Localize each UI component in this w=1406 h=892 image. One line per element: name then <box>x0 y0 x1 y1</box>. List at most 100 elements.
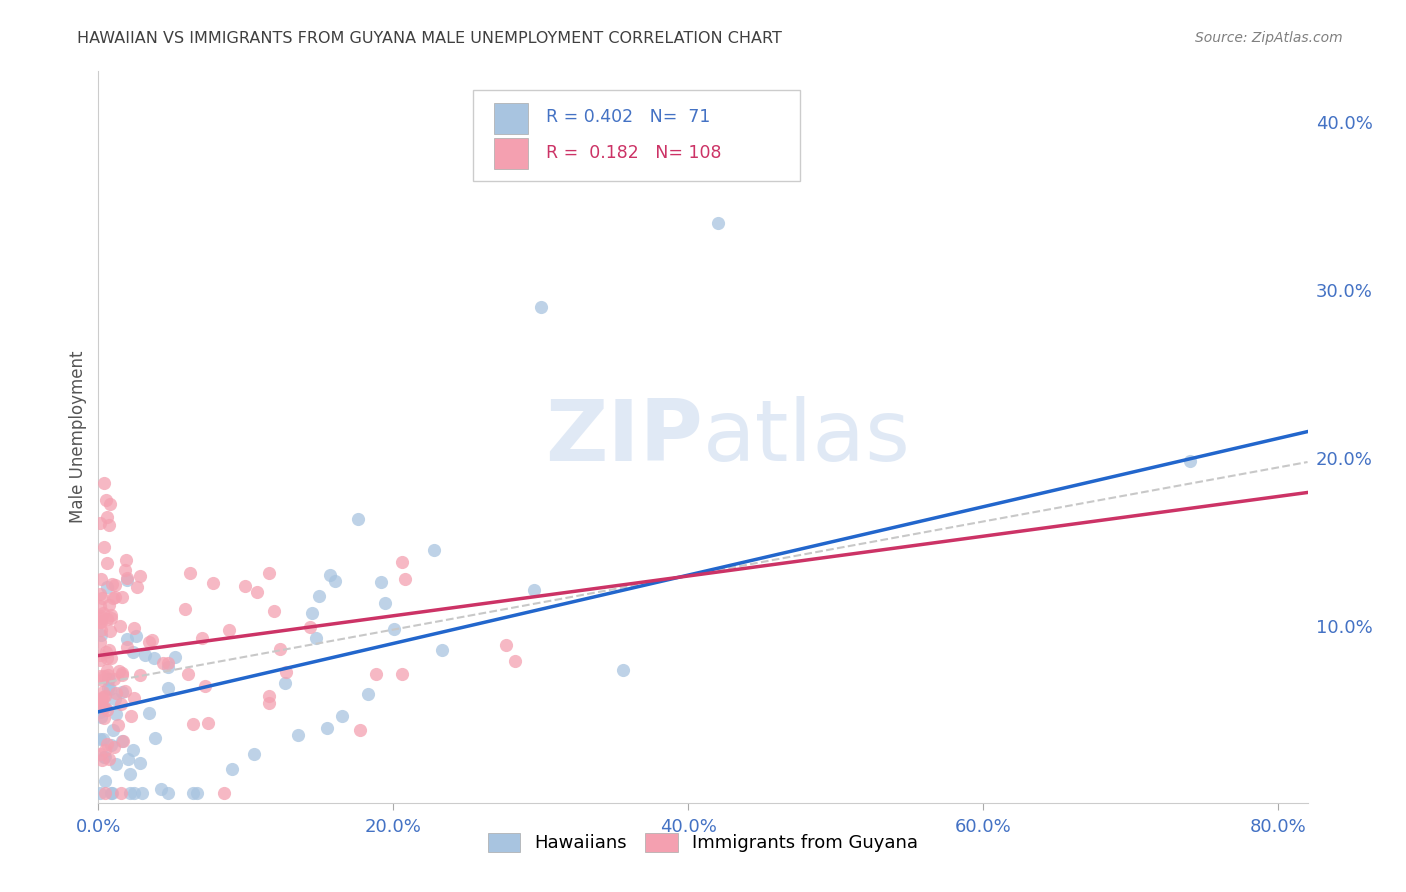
Point <box>101 786 124 800</box>
FancyBboxPatch shape <box>494 103 527 134</box>
Point <box>125 581 148 595</box>
Point <box>94 750 117 764</box>
Y-axis label: Male Unemployment: Male Unemployment <box>69 351 87 524</box>
Point <box>115 571 138 585</box>
Point <box>103 672 125 686</box>
Point <box>118 767 141 781</box>
Point <box>89 516 111 531</box>
Point <box>90 615 112 629</box>
Point <box>177 667 200 681</box>
Point <box>212 786 235 800</box>
Point <box>96 556 118 570</box>
Point <box>93 710 115 724</box>
Point <box>530 300 553 314</box>
Point <box>128 668 150 682</box>
Point <box>259 566 281 580</box>
Point <box>121 743 143 757</box>
Point <box>503 654 526 668</box>
Point <box>391 555 413 569</box>
FancyBboxPatch shape <box>494 138 527 169</box>
Point <box>91 690 114 704</box>
Point <box>523 583 546 598</box>
Point <box>269 641 291 656</box>
Point <box>301 606 323 620</box>
Point <box>91 731 114 746</box>
Point <box>141 632 163 647</box>
Point <box>115 552 138 566</box>
Point <box>111 685 134 699</box>
Point <box>104 578 127 592</box>
Point <box>94 774 117 789</box>
Point <box>364 666 387 681</box>
Point <box>96 737 118 751</box>
Point <box>374 596 396 610</box>
Point <box>120 786 142 800</box>
Point <box>114 684 136 698</box>
Point <box>143 650 166 665</box>
Point <box>107 718 129 732</box>
Text: R =  0.182   N= 108: R = 0.182 N= 108 <box>546 145 721 162</box>
Point <box>156 681 179 696</box>
Point <box>94 786 117 800</box>
Point <box>90 709 112 723</box>
Point <box>122 621 145 635</box>
Point <box>98 643 121 657</box>
Point <box>382 622 405 636</box>
Point <box>89 732 111 747</box>
Point <box>191 631 214 645</box>
Point <box>94 689 117 703</box>
Point <box>257 696 280 710</box>
Point <box>138 706 160 720</box>
Point <box>96 651 118 665</box>
Point <box>91 684 114 698</box>
Point <box>111 667 134 681</box>
Point <box>125 629 148 643</box>
Point <box>91 673 114 687</box>
Point <box>96 703 118 717</box>
Point <box>298 620 321 634</box>
Point <box>104 756 127 771</box>
Point <box>115 632 138 647</box>
Point <box>91 692 114 706</box>
Point <box>93 541 115 555</box>
Point <box>111 734 134 748</box>
Point <box>111 590 134 604</box>
Point <box>98 681 121 696</box>
Point <box>274 676 297 690</box>
Point <box>115 573 138 587</box>
Point <box>98 497 121 511</box>
Point <box>90 694 112 708</box>
Point <box>100 739 122 753</box>
Point <box>370 574 392 589</box>
Point <box>103 723 125 737</box>
Point <box>221 762 243 776</box>
Point <box>128 756 150 771</box>
Point <box>89 599 111 613</box>
Point <box>90 624 112 638</box>
Point <box>105 686 128 700</box>
FancyBboxPatch shape <box>474 90 800 181</box>
Point <box>93 476 115 491</box>
Point <box>97 667 120 681</box>
Point <box>349 723 371 737</box>
Point <box>110 697 132 711</box>
Point <box>89 691 111 706</box>
Point <box>111 666 134 681</box>
Text: Source: ZipAtlas.com: Source: ZipAtlas.com <box>1195 31 1343 45</box>
Point <box>121 645 143 659</box>
Point <box>96 611 118 625</box>
Point <box>430 643 453 657</box>
Point <box>174 602 197 616</box>
Point <box>110 786 132 800</box>
Text: ZIP: ZIP <box>546 395 703 479</box>
Point <box>110 619 132 633</box>
Point <box>98 598 121 612</box>
Point <box>94 743 117 757</box>
Point <box>181 717 204 731</box>
Point <box>97 672 120 686</box>
Point <box>117 751 139 765</box>
Point <box>143 731 166 746</box>
Point <box>138 634 160 648</box>
Point <box>242 747 264 761</box>
Point <box>90 572 112 586</box>
